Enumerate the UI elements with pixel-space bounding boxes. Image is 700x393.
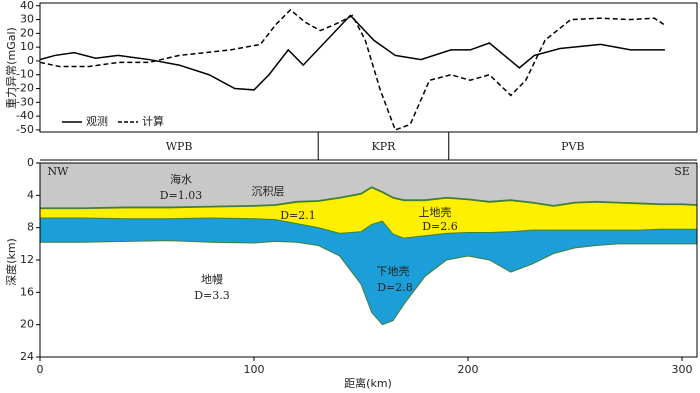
- y-tick-label: 0: [27, 156, 34, 169]
- y-tick-label: 20: [20, 318, 34, 331]
- annotation: D=2.1: [280, 209, 316, 222]
- y-tick-label: -50: [16, 123, 34, 136]
- annotation: D=2.8: [377, 281, 413, 294]
- annotation: SE: [674, 165, 690, 178]
- y-axis-label: 重力异常(mGal): [4, 27, 18, 109]
- annotation: 地幔: [201, 273, 223, 286]
- annotation: 下地壳: [377, 264, 410, 278]
- legend-label: 计算: [142, 114, 164, 128]
- layer-fill: [40, 163, 697, 209]
- layer-boundary: [40, 240, 697, 326]
- legend-label: 观测: [86, 115, 108, 128]
- x-tick-label: 300: [672, 363, 693, 376]
- y-tick-label: 12: [20, 253, 34, 266]
- y-tick-label: -10: [16, 68, 34, 81]
- layer-fill: [40, 217, 697, 325]
- y-tick-label: 0: [27, 54, 34, 67]
- annotation: D=1.03: [160, 189, 203, 202]
- annotation: D=3.3: [194, 289, 230, 302]
- x-axis-label: 距离(km): [344, 376, 392, 390]
- y-tick-label: -20: [16, 82, 34, 95]
- region-label: WPB: [166, 140, 193, 153]
- plot-frame: [39, 162, 698, 358]
- x-tick-label: 0: [37, 363, 44, 376]
- x-tick-label: 200: [458, 363, 479, 376]
- annotation: 海水: [170, 172, 192, 186]
- y-tick-label: 30: [20, 13, 34, 26]
- x-tick-label: 100: [244, 363, 265, 376]
- y-tick-label: 4: [27, 188, 34, 201]
- layer-boundary: [40, 186, 697, 210]
- y-tick-label: 20: [20, 26, 34, 39]
- annotation: D=2.6: [422, 220, 458, 233]
- plot-frame: [39, 2, 698, 133]
- annotation: 沉积层: [252, 185, 285, 198]
- y-tick-label: 40: [20, 0, 34, 12]
- layer-fill: [40, 187, 697, 239]
- region-label: KPR: [372, 140, 397, 153]
- data-line: [40, 8, 666, 131]
- region-label: PVB: [561, 140, 584, 153]
- y-tick-label: -30: [16, 95, 34, 108]
- y-tick-label: 16: [20, 285, 34, 298]
- layer-boundary: [40, 217, 697, 239]
- annotation: 上地壳: [419, 205, 452, 219]
- y-tick-label: 10: [20, 40, 34, 53]
- y-axis-label: 深度(km): [4, 238, 18, 286]
- y-tick-label: 8: [27, 221, 34, 234]
- y-tick-label: 24: [20, 350, 34, 363]
- data-line: [40, 14, 665, 91]
- annotation: NW: [48, 165, 70, 178]
- y-tick-label: -40: [16, 109, 34, 122]
